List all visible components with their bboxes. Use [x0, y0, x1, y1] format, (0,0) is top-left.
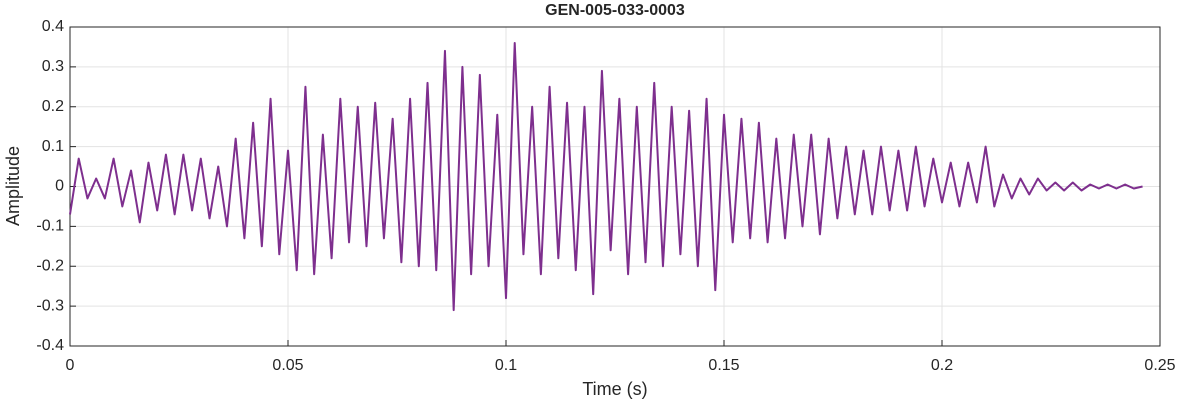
y-tick-label: 0.4 [42, 18, 64, 35]
plot-frame [69, 26, 1161, 347]
y-tick-label: -0.1 [36, 218, 64, 235]
y-axis-label: Amplitude [3, 146, 23, 226]
y-tick-label: -0.4 [36, 337, 64, 354]
x-tick-label: 0 [66, 357, 75, 374]
x-axis-label: Time (s) [582, 379, 647, 399]
y-tick-label: 0 [55, 178, 64, 195]
y-tick-label: 0.2 [42, 98, 64, 115]
waveform-line [69, 41, 1143, 312]
x-tick-label: 0.15 [708, 357, 739, 374]
chart-title: GEN-005-033-0003 [545, 2, 685, 19]
y-tick-label: -0.2 [36, 257, 64, 274]
y-tick-label: -0.3 [36, 297, 64, 314]
x-tick-label: 0.2 [931, 357, 953, 374]
x-tick-label: 0.05 [272, 357, 303, 374]
y-tick-label: 0.3 [42, 58, 64, 75]
y-tick-label: 0.1 [42, 138, 64, 155]
x-tick-label: 0.25 [1144, 357, 1175, 374]
x-tick-label: 0.1 [495, 357, 517, 374]
